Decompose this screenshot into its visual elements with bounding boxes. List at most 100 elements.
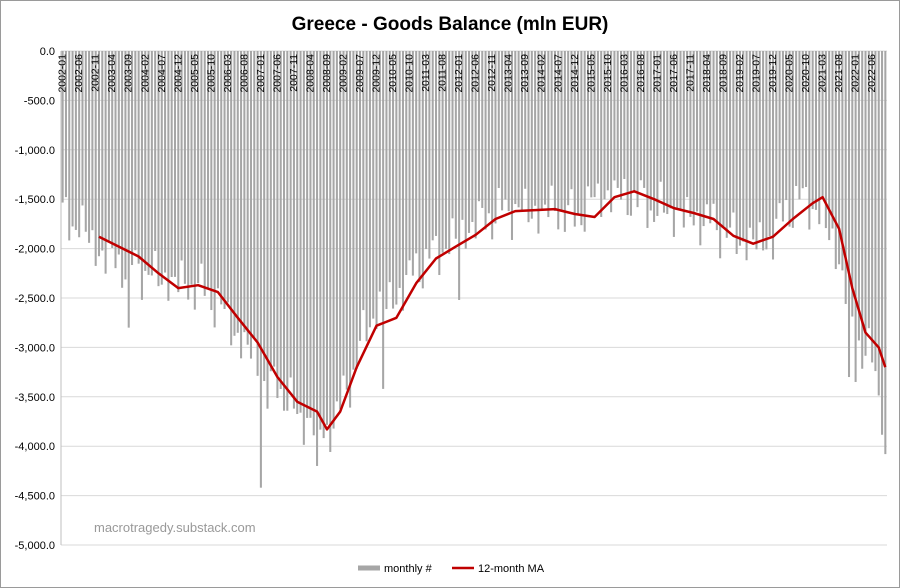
monthly-bar	[656, 51, 659, 216]
x-tick-label: 2004-12	[172, 54, 184, 93]
y-tick-label: -500.0	[24, 95, 55, 107]
monthly-bar	[510, 51, 514, 240]
monthly-bar	[395, 51, 398, 305]
monthly-bar	[131, 51, 134, 266]
monthly-bar	[735, 51, 738, 254]
monthly-bar	[111, 51, 114, 248]
monthly-bar	[64, 51, 67, 198]
monthly-bar	[573, 51, 576, 227]
x-tick-label: 2007-06	[271, 54, 283, 93]
x-tick-label: 2021-03	[817, 54, 829, 93]
monthly-bar	[881, 51, 884, 435]
monthly-bar	[590, 51, 593, 198]
monthly-bar	[233, 51, 236, 336]
monthly-bar	[636, 51, 639, 208]
monthly-bar	[497, 51, 500, 189]
monthly-bar	[428, 51, 431, 259]
monthly-bar	[392, 51, 395, 309]
monthly-bar	[434, 51, 438, 236]
x-tick-label: 2014-07	[552, 54, 564, 93]
monthly-bar	[398, 51, 401, 288]
monthly-bar	[458, 51, 461, 300]
x-tick-label: 2016-03	[618, 54, 630, 93]
x-tick-label: 2016-08	[635, 54, 647, 93]
x-tick-label: 2012-11	[486, 54, 498, 92]
monthly-bar	[507, 51, 510, 212]
monthly-bar	[292, 51, 295, 409]
monthly-bar	[841, 51, 844, 271]
line-series-layer	[98, 190, 887, 431]
y-tick-layer: 0.0 -500.0 -1,000.0 -1,500.0 -2,000.0 -2,500.…	[15, 46, 55, 552]
monthly-bar	[71, 51, 74, 227]
monthly-bar	[114, 51, 117, 269]
monthly-bar	[610, 51, 613, 213]
monthly-bar	[180, 51, 183, 261]
monthly-bar	[867, 51, 870, 329]
monthly-bar	[692, 51, 695, 226]
monthly-bar	[154, 51, 157, 251]
monthly-bar	[236, 51, 239, 333]
monthly-bar	[871, 51, 874, 363]
monthly-bar	[339, 51, 342, 410]
monthly-bar	[795, 51, 798, 186]
x-tick-label: 2017-06	[668, 54, 680, 93]
monthly-bar	[388, 51, 391, 283]
monthly-bar	[316, 51, 319, 466]
monthly-bar	[781, 51, 784, 222]
monthly-bar	[477, 51, 480, 202]
y-tick-label: -1,000.0	[15, 145, 55, 157]
monthly-bar	[259, 51, 262, 488]
x-tick-label: 2011-03	[420, 54, 432, 92]
monthly-bar	[484, 51, 487, 230]
x-tick-label: 2006-08	[238, 54, 250, 93]
x-tick-label: 2014-02	[536, 54, 548, 93]
ma-line	[98, 190, 887, 431]
monthly-bar	[167, 51, 170, 301]
monthly-bar	[567, 51, 570, 206]
x-tick-label: 2017-11	[684, 54, 696, 92]
monthly-bar	[150, 51, 153, 276]
monthly-bar	[831, 51, 834, 229]
monthly-bar	[626, 51, 629, 216]
monthly-bar	[418, 51, 421, 283]
monthly-bar	[709, 51, 712, 224]
monthly-bar	[748, 51, 751, 228]
monthly-bar	[170, 51, 173, 277]
monthly-bar	[276, 51, 279, 399]
x-tick-label: 2022-06	[866, 54, 878, 93]
monthly-bar	[454, 51, 457, 239]
monthly-bar	[431, 51, 434, 241]
monthly-bar	[349, 51, 352, 408]
monthly-bar	[299, 51, 302, 413]
monthly-bar	[758, 51, 761, 223]
x-tick-label: 2017-01	[651, 54, 663, 93]
monthly-bar	[190, 51, 193, 285]
monthly-bar	[358, 51, 362, 341]
x-tick-label: 2015-05	[585, 54, 597, 93]
legend: monthly # 12-month MA	[358, 563, 545, 575]
monthly-bar	[104, 51, 107, 274]
monthly-bar	[173, 51, 177, 277]
monthly-bar	[762, 51, 765, 251]
monthly-bar	[646, 51, 649, 228]
monthly-bar	[653, 51, 656, 222]
monthly-bar	[415, 51, 418, 254]
monthly-bar	[682, 51, 685, 228]
monthly-bar	[805, 51, 808, 187]
monthly-bar	[606, 51, 609, 191]
monthly-bar	[755, 51, 758, 250]
monthly-bar	[117, 51, 120, 255]
monthly-bar	[501, 51, 504, 211]
monthly-bar	[544, 51, 547, 205]
monthly-bar	[603, 51, 606, 200]
monthly-bar	[563, 51, 566, 232]
monthly-bar	[580, 51, 583, 226]
monthly-bar	[329, 51, 332, 452]
monthly-bar	[851, 51, 854, 317]
monthly-bar	[808, 51, 811, 230]
monthly-bar	[699, 51, 702, 246]
monthly-bar	[745, 51, 748, 261]
monthly-bar	[838, 51, 841, 265]
y-tick-label: -3,000.0	[15, 342, 55, 354]
